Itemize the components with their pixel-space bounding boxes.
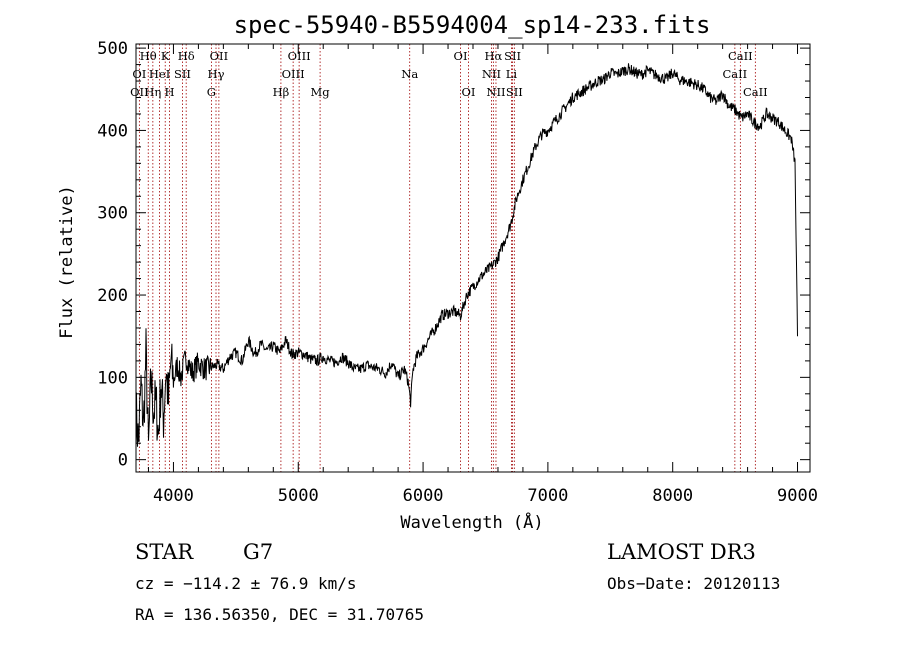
emission-line-group [138, 44, 756, 472]
y-tick-label: 0 [118, 451, 128, 471]
emission-line-label: CaII [728, 49, 753, 63]
emission-line-label: OI [132, 67, 146, 81]
survey-label: LAMOST DR3 [607, 540, 756, 564]
emission-line-label: Hη [144, 85, 161, 99]
emission-line-label: HeI [149, 67, 170, 81]
plot-frame [135, 43, 811, 473]
radec-readout: RA = 136.56350, DEC = 31.70765 [135, 605, 424, 624]
y-tick-label: 100 [97, 368, 128, 388]
class-label: STAR [135, 540, 194, 564]
emission-line-label: Hθ [140, 49, 157, 63]
subclass-label: G7 [243, 540, 273, 564]
emission-line-label: CaII [722, 67, 747, 81]
emission-line-label: NII [486, 85, 505, 99]
emission-line-label: K [161, 49, 170, 63]
emission-line-label: Hα [484, 49, 502, 63]
x-tick-label: 8000 [652, 486, 693, 506]
y-tick-label: 200 [97, 286, 128, 306]
emission-line-label: OI [462, 85, 476, 99]
emission-line-label: Na [401, 67, 418, 81]
x-axis-label: Wavelength (Å) [400, 511, 543, 533]
emission-line-label: Hδ [178, 49, 195, 63]
x-axis-ticks: 4000 5000 6000 7000 8000 9000 [147, 44, 818, 506]
emission-line-label: Mg [311, 85, 331, 99]
y-axis-label: Flux (relative) [57, 185, 77, 339]
emission-line-label: SII [174, 67, 191, 81]
x-tick-label: 4000 [153, 486, 194, 506]
emission-line-label: OIII [288, 49, 311, 63]
emission-line-label: G [207, 85, 216, 99]
x-tick-label: 5000 [278, 486, 319, 506]
emission-line-label: Hβ [273, 85, 290, 99]
chart-title: spec-55940-B5594004_sp14-233.fits [234, 11, 711, 39]
cz-readout: cz = −114.2 ± 76.9 km/s [135, 574, 357, 593]
x-tick-label: 7000 [527, 486, 568, 506]
emission-line-label: Hγ [208, 67, 225, 81]
y-tick-label: 400 [97, 121, 128, 141]
emission-line-label: Li [506, 67, 518, 81]
emission-line-label: SII [504, 49, 521, 63]
emission-line-label: OII [130, 85, 149, 99]
emission-line-label: OI [454, 49, 468, 63]
obs-date: Obs−Date: 20120113 [607, 574, 780, 593]
emission-line-label: H [165, 85, 175, 99]
y-tick-label: 300 [97, 204, 128, 224]
emission-line-label: NII [482, 67, 501, 81]
flux-series-line [135, 63, 798, 447]
emission-line-label: CaII [743, 85, 768, 99]
emission-line-label: OII [210, 49, 229, 63]
y-tick-label: 500 [97, 39, 128, 59]
emission-line-label: SII [506, 85, 523, 99]
x-tick-label: 9000 [777, 486, 818, 506]
emission-line-label: OIII [282, 67, 305, 81]
x-tick-label: 6000 [403, 486, 444, 506]
y-axis-ticks: 0 100 200 300 400 500 [97, 39, 810, 471]
